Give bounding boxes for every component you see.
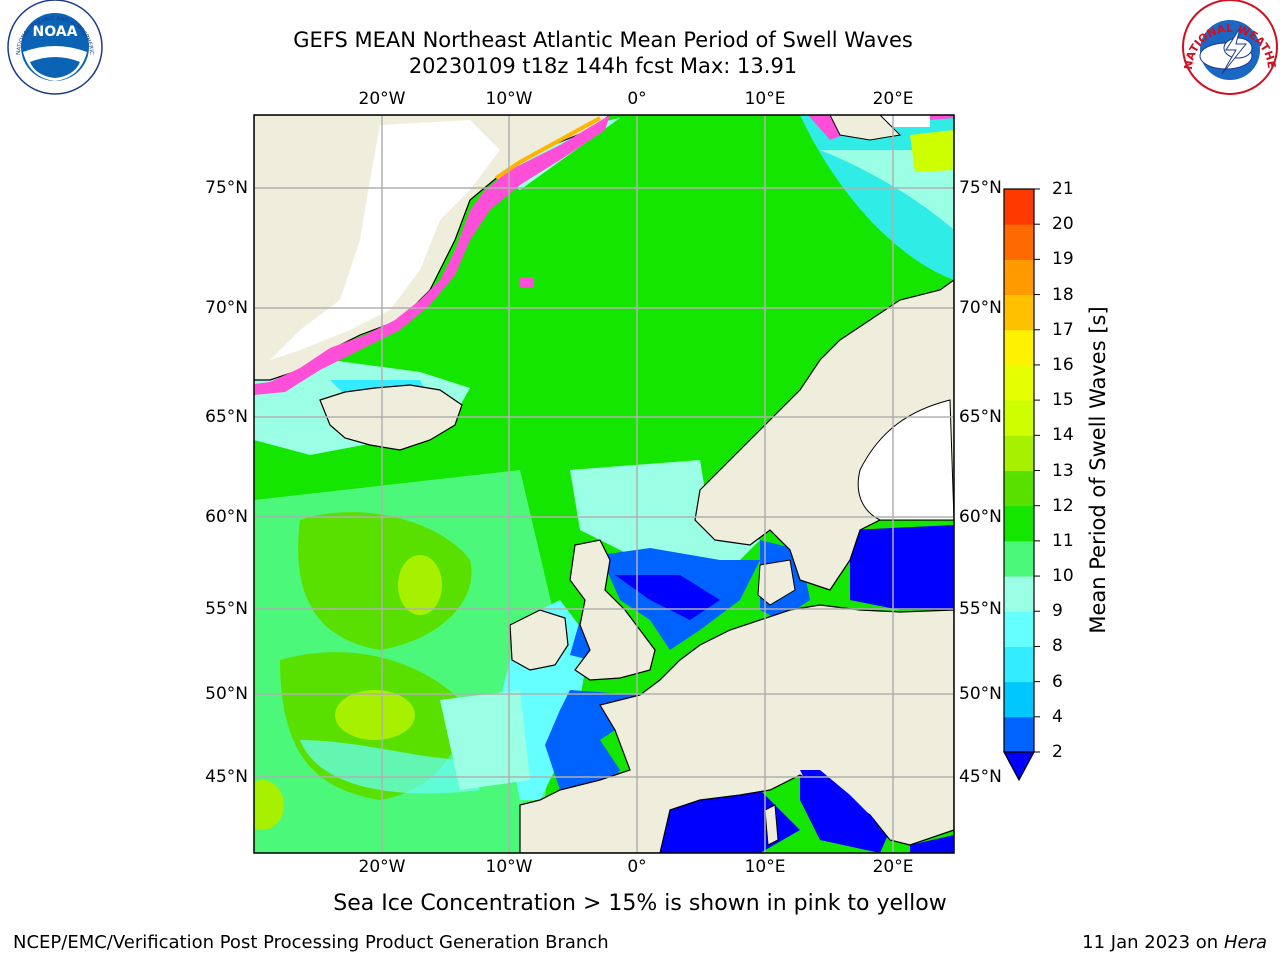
lon-tick-bottom: 10°W: [485, 857, 533, 877]
colorbar-segment: [1004, 576, 1034, 612]
colorbar-segment: [1004, 681, 1034, 718]
noaa-logo-text: NOAA: [33, 24, 78, 40]
lat-tick-left: 75°N: [205, 178, 248, 198]
colorbar-under-arrow: [1002, 751, 1036, 782]
colorbar-tick-label: 17: [1052, 319, 1074, 340]
lat-tick-left: 45°N: [205, 767, 248, 787]
lon-tick-bottom: 20°E: [872, 857, 914, 877]
colorbar: [1002, 188, 1040, 782]
credit-right: 11 Jan 2023 on Hera: [1082, 932, 1267, 954]
colorbar-segment: [1004, 470, 1034, 507]
nws-logo: NATIONAL WEATHER SERVICE: [0, 0, 1278, 95]
colorbar-segment: [1004, 646, 1034, 683]
credit-host: Hera: [1223, 932, 1267, 953]
chart-title: GEFS MEAN Northeast Atlantic Mean Period…: [293, 28, 913, 52]
chart-subtitle: 20230109 t18z 144h fcst Max: 13.91: [408, 54, 798, 78]
colorbar-segment: [1004, 611, 1034, 647]
colorbar-tick-label: 11: [1052, 530, 1074, 551]
colorbar-segment: [1004, 189, 1034, 225]
colorbar-tick-label: 9: [1052, 601, 1063, 622]
lon-tick-top: 0°: [627, 89, 647, 109]
lon-tick-top: 10°W: [485, 89, 533, 109]
colorbar-tick-label: 8: [1052, 636, 1063, 657]
lon-tick-bottom: 20°W: [358, 857, 406, 877]
sea-ice-note: Sea Ice Concentration > 15% is shown in …: [333, 891, 947, 916]
colorbar-segment: [1004, 294, 1034, 331]
colorbar-segment: [1004, 435, 1034, 471]
credit-date: 11 Jan 2023 on: [1082, 932, 1219, 953]
map-frame: [253, 114, 955, 854]
colorbar-tick-label: 14: [1052, 425, 1074, 446]
lon-tick-bottom: 10°E: [744, 857, 786, 877]
colorbar-tick-label: 13: [1052, 460, 1074, 481]
colorbar-tick-label: 16: [1052, 354, 1074, 375]
noaa-logo: NOAA NATIONAL OCEANIC AND ATMOSPHERIC AD…: [0, 0, 103, 95]
colorbar-segment: [1004, 716, 1034, 753]
colorbar-segment: [1004, 259, 1034, 296]
lat-tick-left: 60°N: [205, 507, 248, 527]
lat-tick-right: 45°N: [959, 767, 1002, 787]
colorbar-tick-label: 4: [1052, 706, 1063, 727]
graticule: [254, 115, 954, 853]
colorbar-segment: [1004, 364, 1034, 401]
lat-tick-right: 75°N: [959, 178, 1002, 198]
lat-tick-left: 55°N: [205, 599, 248, 619]
lat-tick-left: 65°N: [205, 407, 248, 427]
colorbar-tick-label: 19: [1052, 249, 1074, 270]
lon-tick-top: 10°E: [744, 89, 786, 109]
swell-period-field: [254, 115, 954, 853]
colorbar-segment: [1004, 540, 1034, 577]
colorbar-tick-label: 21: [1052, 179, 1074, 199]
nws-ring-text: NATIONAL WEATHER SERVICE: [0, 0, 1278, 70]
colorbar-tick-label: 18: [1052, 284, 1074, 305]
lat-tick-right: 70°N: [959, 298, 1002, 318]
colorbar-segment: [1004, 400, 1034, 436]
colorbar-tick-label: 15: [1052, 390, 1074, 411]
lat-tick-right: 50°N: [959, 684, 1002, 704]
colorbar-segment: [1004, 505, 1034, 542]
lon-tick-top: 20°E: [872, 89, 914, 109]
lon-tick-top: 20°W: [358, 89, 406, 109]
colorbar-segment: [1004, 224, 1034, 260]
colorbar-tick-label: 2: [1052, 742, 1063, 762]
lon-tick-bottom: 0°: [627, 857, 647, 877]
colorbar-tick-label: 6: [1052, 671, 1063, 692]
lat-tick-right: 55°N: [959, 599, 1002, 619]
lat-tick-left: 70°N: [205, 298, 248, 318]
colorbar-tick-label: 12: [1052, 495, 1074, 516]
lat-tick-left: 50°N: [205, 684, 248, 704]
credit-left: NCEP/EMC/Verification Post Processing Pr…: [13, 932, 609, 953]
colorbar-tick-label: 10: [1052, 566, 1074, 587]
lat-tick-right: 65°N: [959, 407, 1002, 427]
colorbar-tick-label: 20: [1052, 214, 1074, 235]
colorbar-segment: [1004, 329, 1034, 366]
lat-tick-right: 60°N: [959, 507, 1002, 527]
colorbar-label: Mean Period of Swell Waves [s]: [1086, 306, 1110, 634]
